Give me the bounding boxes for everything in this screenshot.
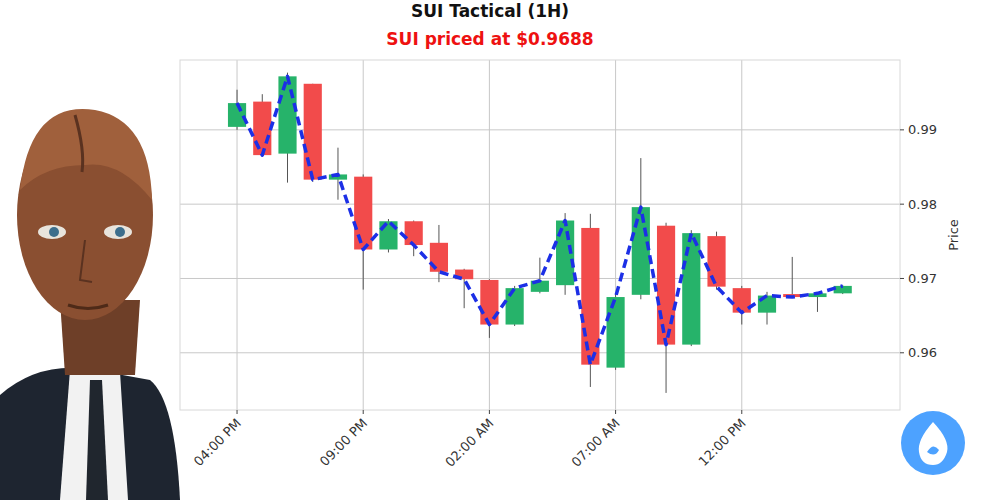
candle-body: [632, 207, 650, 295]
candle-body: [506, 288, 524, 324]
tick-label: 0.97: [908, 271, 937, 286]
tick: [900, 129, 904, 130]
tick-label: 0.96: [908, 345, 937, 360]
candle-body: [707, 236, 725, 287]
candle-body: [278, 76, 296, 153]
candle-body: [733, 288, 751, 313]
tick: [900, 278, 904, 279]
background: [0, 0, 1000, 500]
candle-body: [354, 177, 372, 250]
tick-label: 12:00 PM: [695, 416, 748, 469]
title: SUI Tactical (1H): [411, 1, 569, 21]
data-layer: [228, 73, 852, 393]
tick-label: 04:00 PM: [191, 416, 244, 469]
portrait: [0, 109, 180, 500]
subtitle: SUI priced at $0.9688: [386, 29, 593, 49]
tick-label: 09:00 PM: [317, 416, 370, 469]
tick: [489, 410, 490, 414]
logo: [901, 411, 965, 475]
grid: [180, 60, 900, 410]
tick: [900, 352, 904, 353]
tick: [741, 410, 742, 414]
candle-body: [304, 84, 322, 180]
axis-title: Price: [946, 219, 961, 251]
close-line: [237, 76, 843, 364]
grid-line: [180, 204, 900, 205]
tick-label: 07:00 AM: [568, 416, 622, 470]
tick: [237, 410, 238, 414]
tick-label: 0.98: [908, 197, 937, 212]
tick: [363, 410, 364, 414]
candle-body: [606, 297, 624, 368]
grid-line: [180, 352, 900, 353]
grid-line: [489, 60, 490, 410]
tick: [615, 410, 616, 414]
candle-body: [405, 221, 423, 245]
plot-frame: [180, 60, 900, 410]
tick-label: 0.99: [908, 122, 937, 137]
candle-body: [682, 233, 700, 344]
candle-body: [253, 102, 271, 156]
tick: [900, 204, 904, 205]
chart: SUI Tactical (1H) SUI priced at $0.9688 0.…: [0, 0, 1000, 500]
candle-body: [657, 226, 675, 345]
tick-label: 02:00 AM: [442, 416, 496, 470]
grid-line: [741, 60, 742, 410]
candle-wick: [792, 257, 793, 298]
